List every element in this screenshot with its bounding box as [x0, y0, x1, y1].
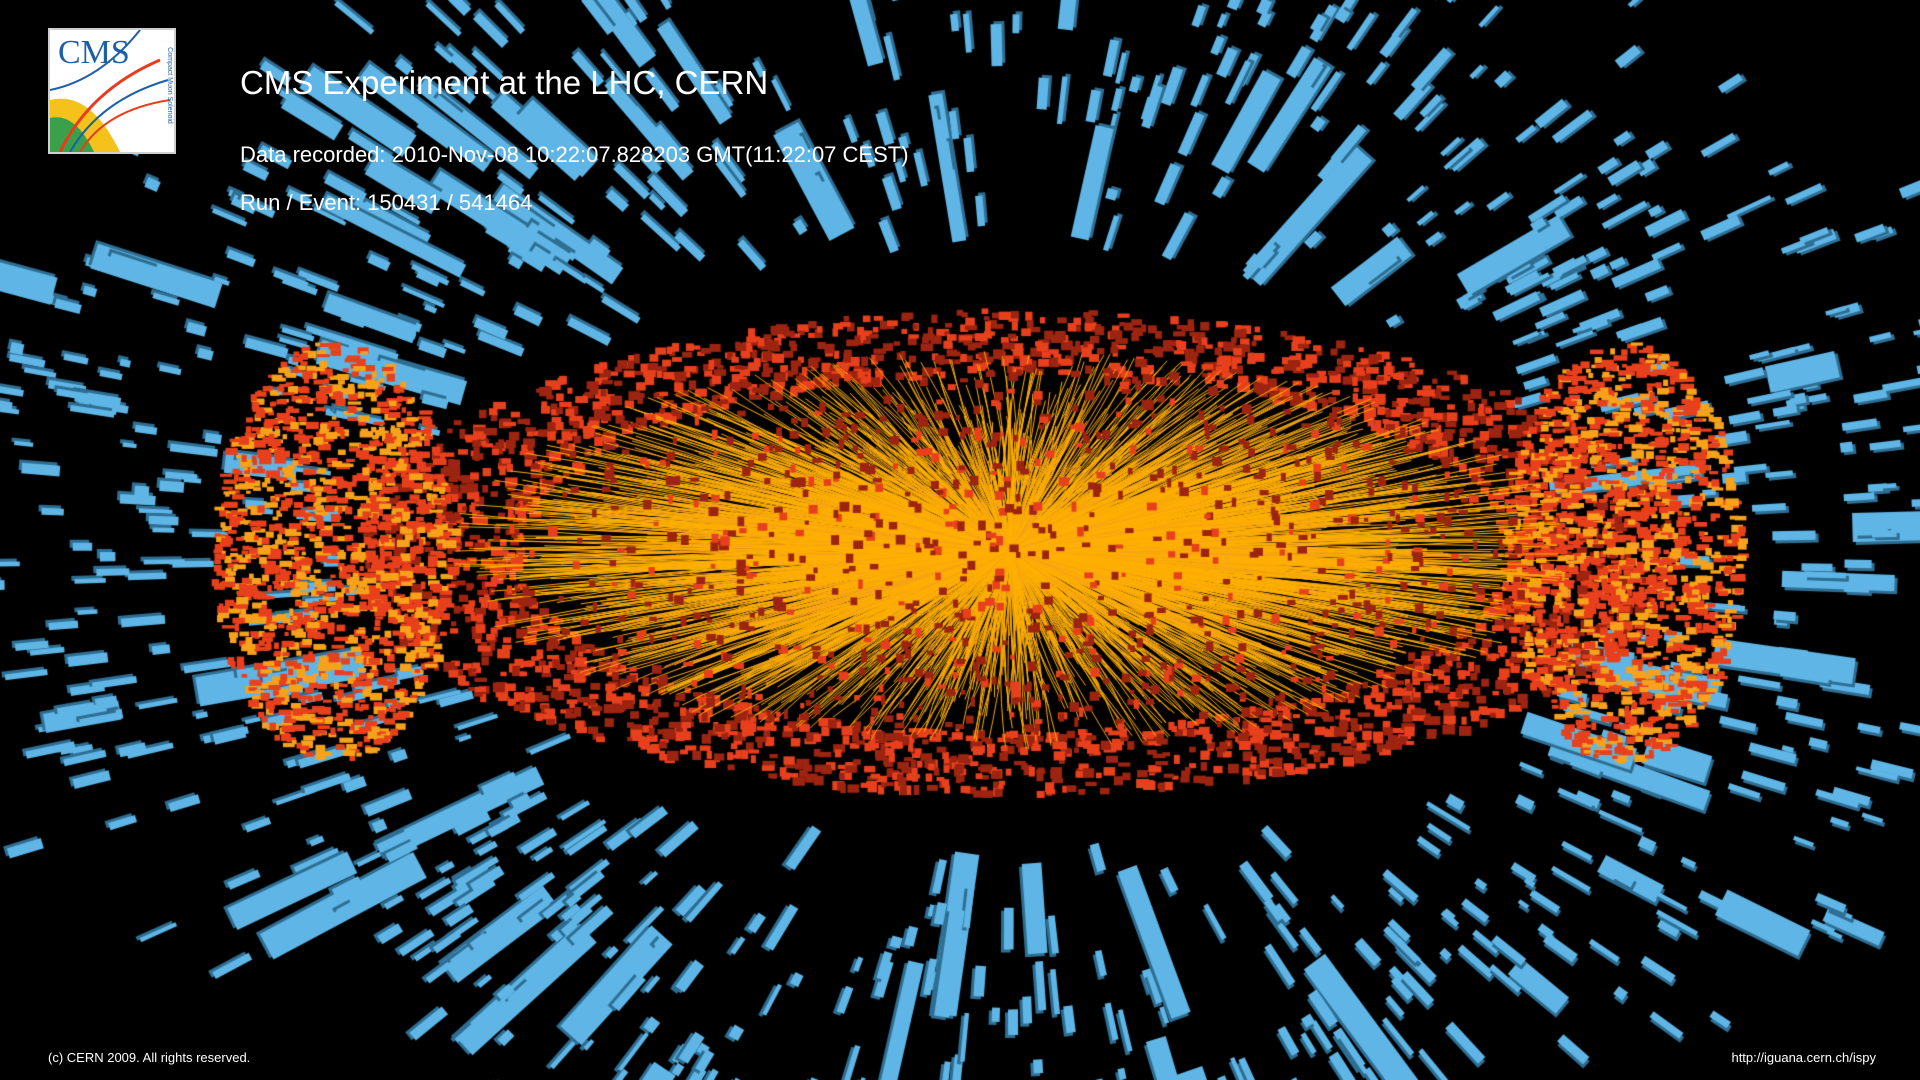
- logo-text: CMS: [58, 34, 130, 71]
- copyright-text: (c) CERN 2009. All rights reserved.: [48, 1050, 251, 1065]
- run-event-text: Run / Event: 150431 / 541464: [240, 190, 533, 215]
- logo-subtext: Compact Muon Solenoid: [166, 47, 174, 124]
- cms-logo-icon: [50, 30, 174, 152]
- source-url-text: http://iguana.cern.ch/ispy: [1731, 1050, 1876, 1065]
- page-title: CMS Experiment at the LHC, CERN: [240, 64, 769, 101]
- cms-logo: CMS Compact Muon Solenoid: [48, 28, 176, 154]
- data-recorded-text: Data recorded: 2010-Nov-08 10:22:07.8282…: [240, 142, 909, 167]
